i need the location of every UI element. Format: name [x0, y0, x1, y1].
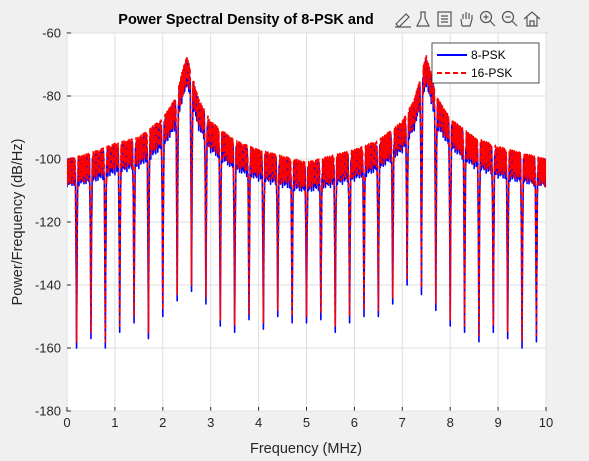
x-tick-label: 0 [63, 415, 70, 430]
x-tick-label: 5 [303, 415, 310, 430]
series-line-16psk [67, 55, 546, 343]
x-tick-label: 6 [351, 415, 358, 430]
datatip-icon[interactable] [437, 11, 452, 27]
x-tick-label: 9 [494, 415, 501, 430]
y-tick-label: -140 [35, 278, 61, 293]
x-tick-label: 4 [255, 415, 262, 430]
y-tick-label: -80 [42, 89, 61, 104]
y-tick-label: -100 [35, 152, 61, 167]
x-tick-label: 7 [399, 415, 406, 430]
chart-title: Power Spectral Density of 8-PSK and [118, 12, 373, 28]
grid [66, 32, 547, 412]
x-tick-label: 2 [159, 415, 166, 430]
y-axis-label: Power/Frequency (dB/Hz) [10, 139, 26, 306]
x-tick-label: 8 [447, 415, 454, 430]
x-tick-label: 1 [111, 415, 118, 430]
legend-box [431, 42, 540, 84]
zoom-in-icon[interactable] [479, 10, 496, 27]
brush-icon[interactable] [395, 13, 411, 28]
x-axis-label: Frequency (MHz) [250, 441, 362, 457]
axes[interactable]: 0 1 2 3 4 5 6 7 8 9 10 -180 -160 -140 -120 -100 -80 -60 [35, 26, 553, 431]
y-tick-label: -60 [42, 26, 61, 41]
paint-icon[interactable] [416, 11, 430, 27]
home-icon[interactable] [523, 11, 541, 27]
y-tick-label: -160 [35, 341, 61, 356]
tick-labels: 0 1 2 3 4 5 6 7 8 9 10 -180 -160 -140 -120 -100 -80 -60 [35, 26, 553, 431]
x-tick-label: 3 [207, 415, 214, 430]
legend[interactable]: 8-PSK 16-PSK [431, 42, 540, 84]
y-tick-label: -180 [35, 404, 61, 419]
legend-label-8psk: 8-PSK [471, 48, 506, 62]
x-tick-label: 10 [539, 415, 553, 430]
pan-icon[interactable] [460, 12, 473, 27]
zoom-out-icon[interactable] [501, 10, 518, 27]
legend-label-16psk: 16-PSK [471, 66, 512, 80]
y-tick-label: -120 [35, 215, 61, 230]
series-lines [67, 55, 546, 349]
axes-toolbar [395, 10, 541, 28]
